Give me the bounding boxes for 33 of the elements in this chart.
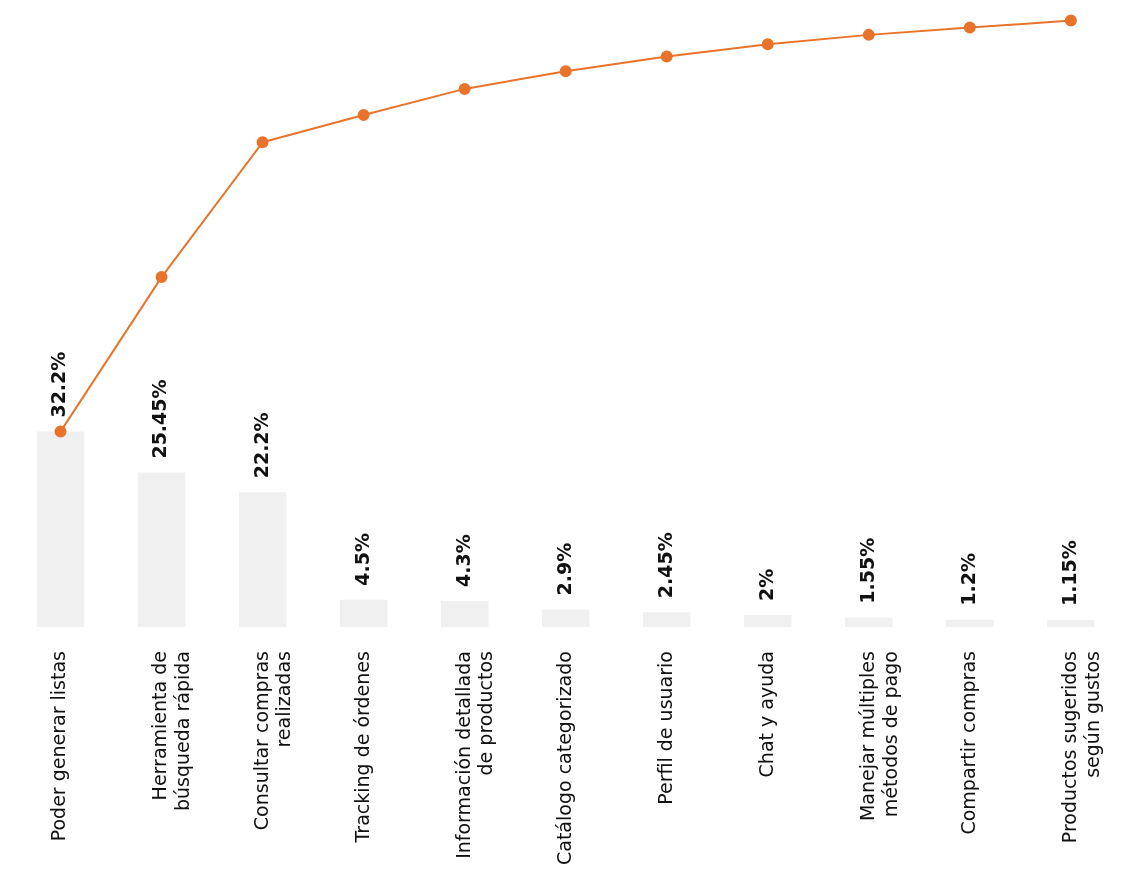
data-label: 2% — [754, 568, 777, 601]
x-tick-label: Herramienta de búsqueda rápida — [148, 651, 194, 812]
data-label: 32.2% — [47, 351, 70, 418]
x-tick-label: Chat y ayuda — [754, 651, 777, 778]
data-label: 2.9% — [552, 542, 575, 596]
point — [458, 82, 471, 95]
data-label: 1.2% — [956, 553, 979, 606]
point — [256, 136, 269, 149]
point — [761, 38, 774, 51]
x-tick-label: Información detallada de productos — [451, 651, 497, 859]
data-label: 1.15% — [1057, 540, 1080, 607]
x-tick-label: Manejar múltiples métodos de pago — [855, 651, 901, 822]
point — [963, 21, 976, 34]
point — [559, 65, 572, 78]
x-tick-label: Perfil de usuario — [653, 651, 676, 805]
bar — [36, 431, 85, 628]
data-label: 1.55% — [855, 537, 878, 604]
point — [862, 28, 875, 41]
data-label: 22.2% — [249, 412, 272, 479]
point — [357, 109, 370, 122]
x-tick-label: Compartir compras — [956, 651, 979, 835]
x-tick-label: Productos sugeridos según gustos — [1057, 651, 1103, 844]
point — [660, 50, 673, 63]
point — [54, 425, 67, 438]
point — [1064, 14, 1077, 27]
x-tick-label: Poder generar listas — [47, 651, 70, 842]
data-label: 2.45% — [653, 532, 676, 599]
data-label: 4.3% — [451, 534, 474, 587]
point — [155, 271, 168, 284]
data-label: 25.45% — [148, 379, 171, 459]
data-label: 4.5% — [350, 533, 373, 586]
x-tick-label: Catálogo categorizado — [552, 651, 575, 865]
x-tick-label: Tracking de órdenes — [350, 651, 373, 844]
